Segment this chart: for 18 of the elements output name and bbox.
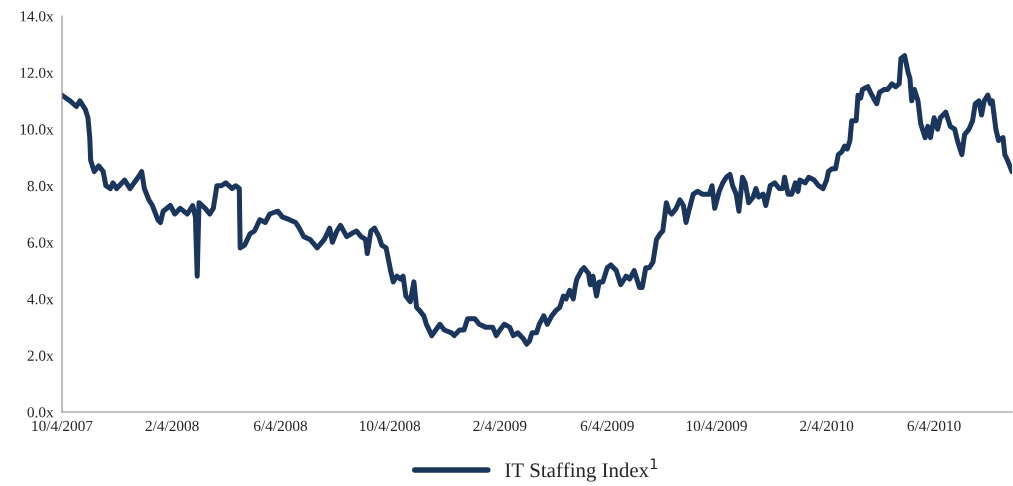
y-tick-label: 4.0x: [27, 294, 54, 305]
x-tick-label: 2/4/2009: [473, 420, 527, 432]
y-tick-label: 14.0x: [20, 11, 54, 22]
x-tick-label: 2/4/2008: [145, 420, 199, 432]
y-tick-label: 6.0x: [27, 237, 54, 248]
legend-label: IT Staffing Index$^{1}$: [505, 458, 658, 482]
x-tick-label: 10/4/2008: [360, 420, 421, 432]
x-tick-label: 10/4/2009: [686, 420, 747, 432]
y-tick-label: 0.0x: [27, 407, 54, 418]
x-tick-label: 2/4/2010: [800, 420, 854, 432]
x-tick-label: 6/4/2010: [907, 420, 961, 432]
y-tick-label: 10.0x: [20, 124, 54, 135]
y-tick-label: 12.0x: [20, 67, 54, 79]
x-tick-label: 6/4/2008: [253, 420, 308, 432]
x-tick-label: 10/4/2007: [32, 420, 93, 432]
y-tick-label: 8.0x: [27, 180, 54, 192]
y-tick-label: 2.0x: [27, 350, 54, 361]
x-tick-label: 6/4/2009: [580, 420, 634, 432]
